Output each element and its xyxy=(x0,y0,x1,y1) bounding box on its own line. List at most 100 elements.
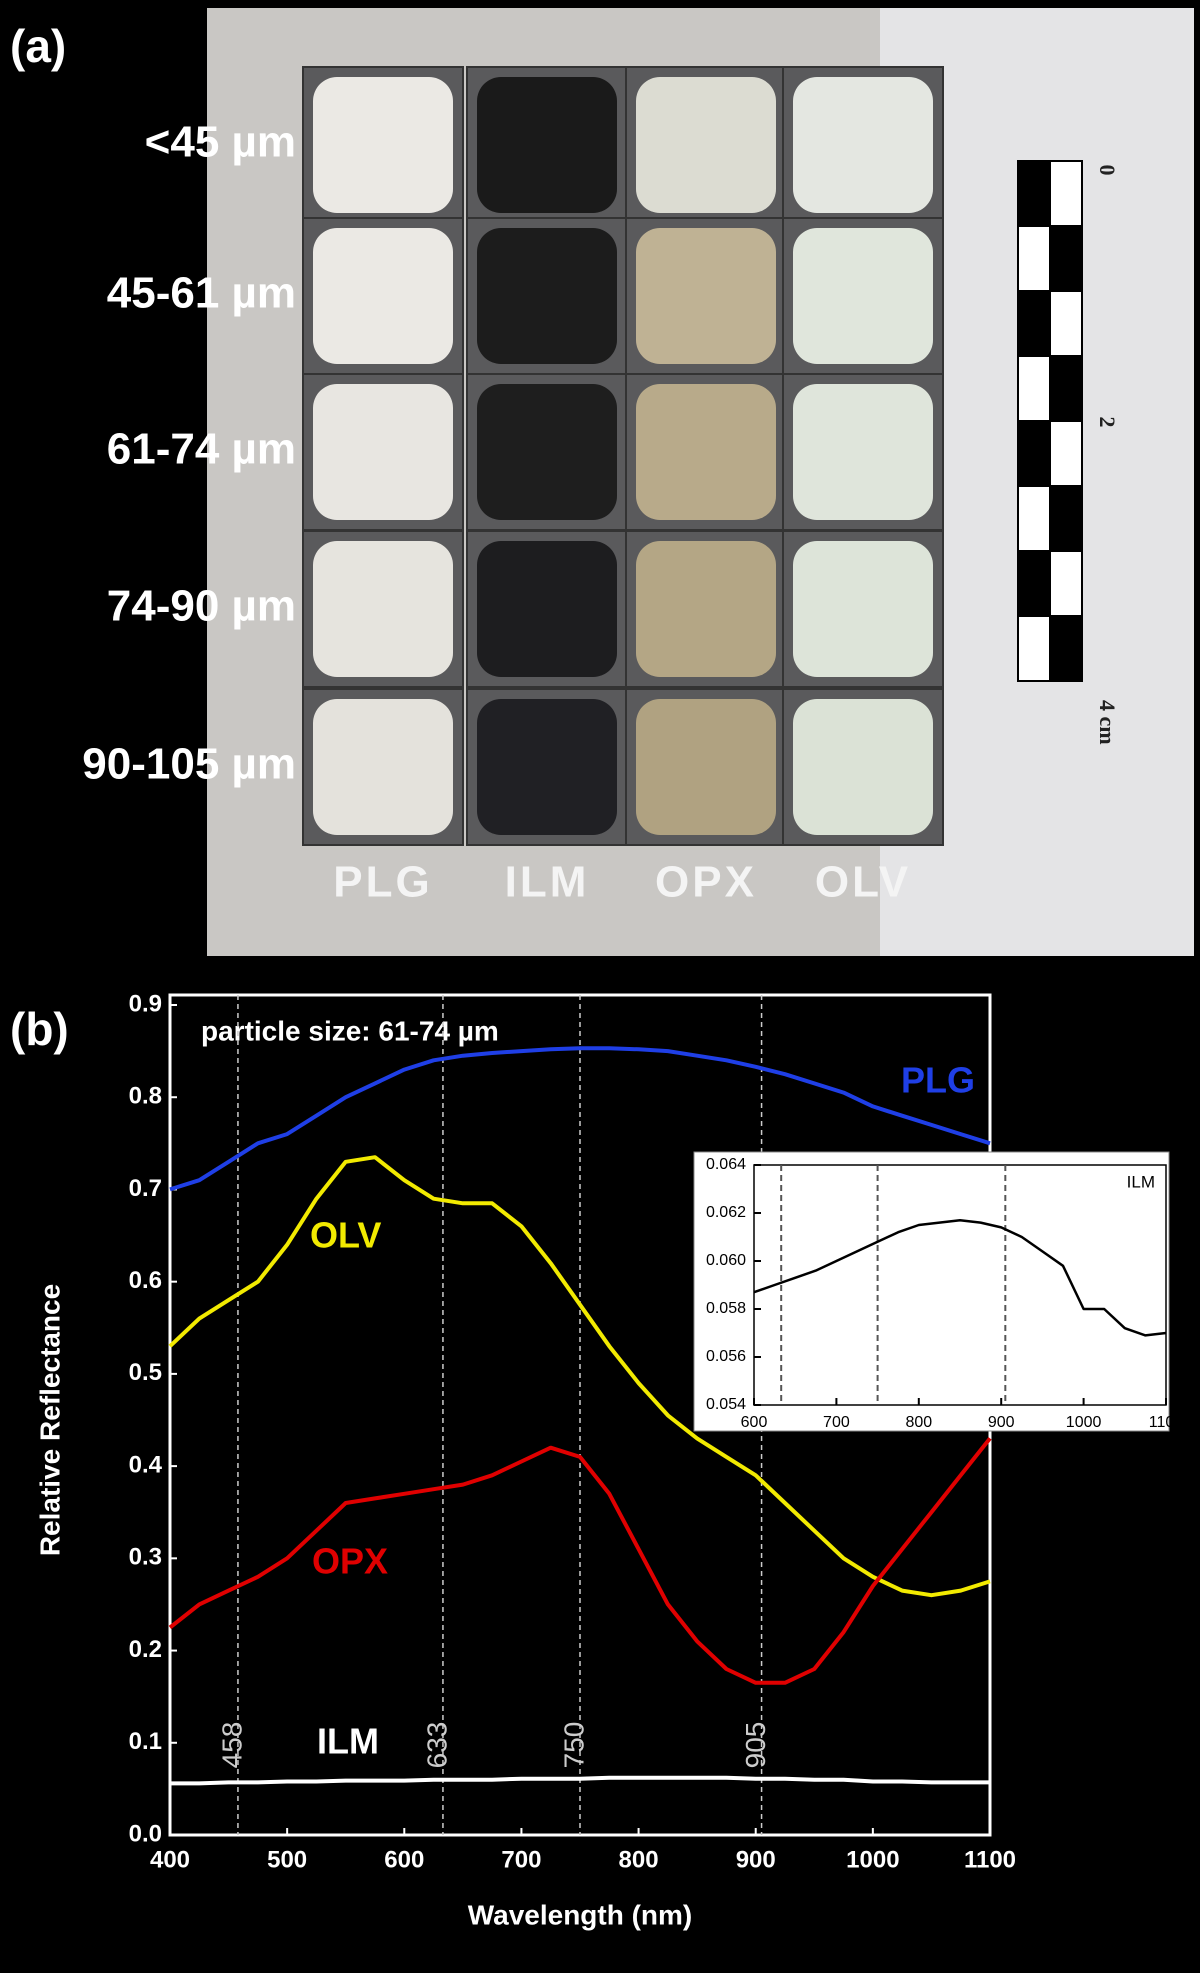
sample xyxy=(636,699,776,835)
y-tick-label: 0.056 xyxy=(706,1348,746,1365)
sample xyxy=(313,699,453,835)
y-tick-label: 0.058 xyxy=(706,1300,746,1317)
reference-label: 458 xyxy=(216,1722,247,1769)
y-tick-label: 0.7 xyxy=(129,1175,162,1202)
scale-label: 2 xyxy=(1095,417,1120,428)
x-tick-label: 800 xyxy=(905,1414,932,1431)
scale-block xyxy=(1017,160,1051,227)
sample xyxy=(313,77,453,213)
x-tick-label: 700 xyxy=(501,1847,541,1874)
y-tick-label: 0.6 xyxy=(129,1267,162,1294)
series-line xyxy=(753,1218,1167,1337)
sample xyxy=(313,541,453,677)
mineral-label: OLV xyxy=(815,858,911,907)
x-tick-label: 1000 xyxy=(1066,1414,1102,1431)
sample xyxy=(477,384,617,520)
sample xyxy=(477,77,617,213)
scale-block xyxy=(1049,225,1083,292)
scale-block xyxy=(1017,550,1051,617)
y-tick-label: 0.060 xyxy=(706,1252,746,1269)
sample xyxy=(793,699,933,835)
y-tick-label: 0.4 xyxy=(129,1451,163,1478)
scale-block xyxy=(1017,420,1051,487)
sample xyxy=(313,228,453,364)
series-label: ILM xyxy=(317,1721,379,1762)
scale-block xyxy=(1017,355,1051,422)
size-label: 74-90 µm xyxy=(107,582,296,631)
sample xyxy=(793,541,933,677)
y-tick-label: 0.8 xyxy=(129,1083,162,1110)
scale-block xyxy=(1049,290,1083,357)
scale-block xyxy=(1049,355,1083,422)
size-label: 61-74 µm xyxy=(107,425,296,474)
series-label: ILM xyxy=(1127,1172,1155,1191)
reference-label: 750 xyxy=(558,1722,589,1769)
scale-block xyxy=(1049,485,1083,552)
sample xyxy=(636,228,776,364)
y-tick-label: 0.2 xyxy=(129,1636,162,1663)
y-tick-label: 0.054 xyxy=(706,1396,746,1413)
x-tick-label: 500 xyxy=(267,1847,307,1874)
x-tick-label: 1000 xyxy=(846,1847,899,1874)
y-tick-label: 0.9 xyxy=(129,990,162,1017)
reference-label: 905 xyxy=(740,1722,771,1769)
series-line xyxy=(169,1046,991,1192)
x-tick-label: 400 xyxy=(150,1847,190,1874)
y-tick-label: 0.062 xyxy=(706,1204,746,1221)
scale-block xyxy=(1049,160,1083,227)
annotation: particle size: 61-74 µm xyxy=(201,1015,499,1046)
series-line xyxy=(168,1437,992,1685)
sample xyxy=(477,541,617,677)
size-label: 90-105 µm xyxy=(82,740,296,789)
sample xyxy=(313,384,453,520)
plot-frame xyxy=(753,1164,1167,1406)
y-tick-label: 0.064 xyxy=(706,1156,746,1173)
sample xyxy=(636,384,776,520)
scale-block xyxy=(1017,225,1051,292)
x-tick-label: 900 xyxy=(988,1414,1015,1431)
size-label: 45-61 µm xyxy=(107,269,296,318)
x-tick-label: 1100 xyxy=(964,1847,1016,1874)
scale-label: 4 cm xyxy=(1095,700,1120,745)
panel-label: (b) xyxy=(10,1003,69,1055)
scale-label: 0 xyxy=(1095,165,1120,176)
sample xyxy=(636,541,776,677)
x-tick-label: 600 xyxy=(741,1414,768,1431)
mineral-label: ILM xyxy=(505,858,590,907)
series-line xyxy=(168,1155,991,1598)
y-tick-label: 0.0 xyxy=(129,1820,162,1847)
series-label: PLG xyxy=(901,1060,975,1101)
scale-block xyxy=(1049,615,1083,682)
x-axis-label: Wavelength (nm) xyxy=(468,1899,693,1930)
series-label: OPX xyxy=(312,1541,388,1582)
scale-block xyxy=(1017,290,1051,357)
panel-label: (a) xyxy=(10,20,66,72)
sample xyxy=(636,77,776,213)
mineral-label: PLG xyxy=(333,858,432,907)
y-tick-label: 0.5 xyxy=(129,1359,162,1386)
y-tick-label: 0.3 xyxy=(129,1544,162,1571)
scale-block xyxy=(1049,550,1083,617)
scale-block xyxy=(1017,615,1051,682)
x-tick-label: 900 xyxy=(736,1847,776,1874)
sample xyxy=(477,699,617,835)
inset-background xyxy=(693,1151,1170,1432)
mineral-label: OPX xyxy=(655,858,757,907)
y-tick-label: 0.1 xyxy=(129,1728,162,1755)
x-tick-label: 700 xyxy=(823,1414,850,1431)
series-line xyxy=(170,1775,990,1786)
sample xyxy=(793,228,933,364)
sample xyxy=(793,384,933,520)
scale-block xyxy=(1017,485,1051,552)
y-axis-label: Relative Reflectance xyxy=(34,1284,65,1556)
x-tick-label: 600 xyxy=(384,1847,424,1874)
size-label: <45 µm xyxy=(145,118,296,167)
x-tick-label: 800 xyxy=(619,1847,659,1874)
reference-label: 633 xyxy=(421,1722,452,1769)
scale-block xyxy=(1049,420,1083,487)
sample xyxy=(793,77,933,213)
sample xyxy=(477,228,617,364)
x-tick-label: 1100 xyxy=(1149,1414,1184,1431)
